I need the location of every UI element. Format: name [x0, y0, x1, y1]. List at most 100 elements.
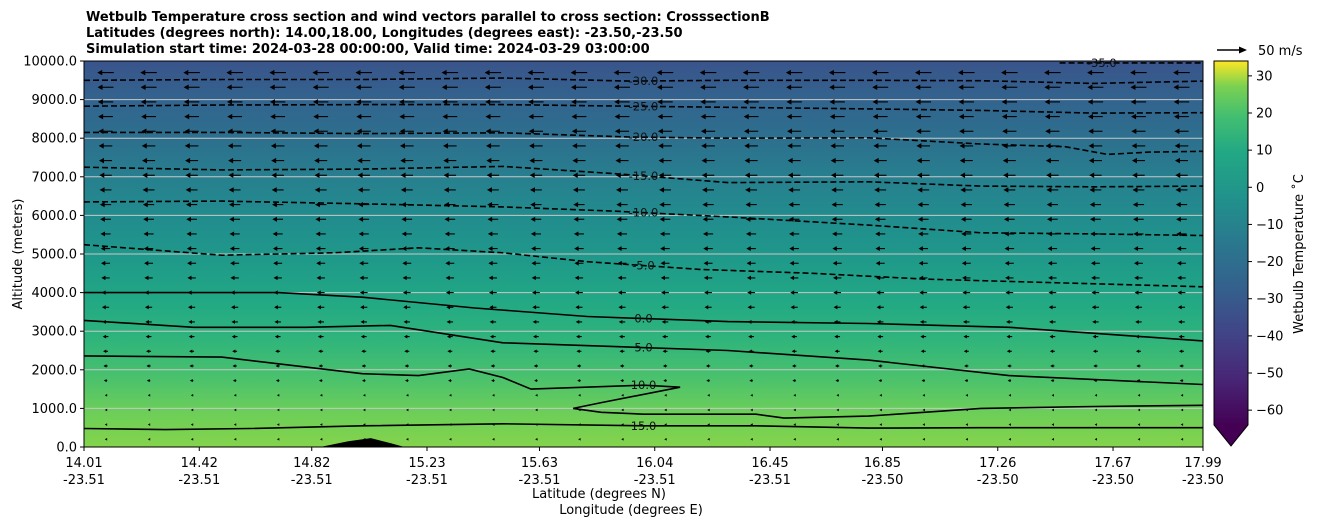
colorbar-tick-label: −50: [1256, 367, 1283, 382]
wind-vector-head: [448, 379, 451, 383]
wind-vector-head: [532, 319, 537, 324]
wind-vector-head: [793, 423, 796, 426]
wind-vector-head: [103, 379, 107, 383]
wind-vector-head: [1008, 423, 1011, 426]
wind-vector-head: [1092, 319, 1096, 324]
wind-vector-head: [877, 334, 881, 339]
wind-vector-head: [1177, 290, 1182, 295]
wind-vector-head: [872, 113, 878, 120]
wind-vector-head: [663, 379, 667, 383]
wind-vector-head: [97, 69, 103, 76]
wind-vector-head: [272, 201, 277, 208]
wind-vector-head: [832, 246, 837, 252]
wind-vector-head: [1008, 408, 1011, 412]
wind-vector-head: [401, 216, 407, 222]
wind-vector-head: [272, 231, 278, 237]
wind-vector-head: [360, 305, 364, 310]
wind-vector-head: [578, 408, 581, 412]
wind-vector-head: [1180, 393, 1184, 397]
wind-vector-head: [659, 216, 665, 222]
wind-vector-head: [361, 349, 365, 354]
wind-vector-head: [786, 84, 792, 90]
wind-vector-head: [528, 99, 534, 105]
wind-vector-head: [872, 84, 878, 90]
wind-vector-head: [702, 201, 708, 208]
chart-title-line-1: Wetbulb Temperature cross section and wi…: [86, 10, 770, 25]
wind-vector-head: [576, 349, 580, 354]
wind-vector-head: [97, 84, 103, 90]
x-tick-label-lon: -23.51: [634, 473, 676, 488]
wind-vector-head: [1174, 128, 1180, 135]
wind-vector-head: [1134, 290, 1139, 295]
wind-vector-head: [1131, 143, 1137, 149]
wind-vector-head: [875, 246, 880, 252]
wind-vector-head: [399, 128, 405, 135]
wind-vector-head: [916, 157, 922, 164]
wind-vector-head: [615, 157, 621, 164]
wind-vector-head: [359, 260, 364, 266]
quiver-key-label: 50 m/s: [1258, 44, 1303, 59]
wind-vector-head: [318, 379, 322, 383]
wind-vector-head: [273, 260, 278, 266]
wind-vector-head: [1007, 379, 1011, 383]
wind-vector-head: [401, 231, 407, 237]
wind-vector-head: [577, 379, 581, 383]
wind-vector-head: [785, 69, 791, 76]
wind-vector-head: [1176, 246, 1182, 252]
wind-vector-head: [791, 334, 795, 339]
colorbar-ticks: 30 20 10 0 −10 −20 −30 −40 −50 −60: [1248, 69, 1283, 419]
wind-vector-head: [1005, 290, 1010, 295]
wind-vector-head: [920, 349, 925, 354]
wind-vector-head: [183, 99, 189, 105]
wind-vector-head: [830, 143, 836, 149]
wind-vector-head: [1049, 349, 1054, 354]
wind-vector-head: [1094, 393, 1098, 397]
wind-vector-head: [1135, 349, 1140, 354]
wind-vector-head: [357, 157, 363, 164]
wind-vector-head: [789, 246, 794, 252]
wind-vector-head: [705, 334, 709, 339]
y-tick-label: 6000.0: [32, 209, 78, 224]
wind-vector-head: [400, 187, 406, 193]
wind-vector-head: [743, 84, 749, 90]
wind-vector-head: [143, 216, 148, 222]
wind-vector-head: [918, 260, 924, 266]
wind-vector-head: [485, 99, 491, 105]
wind-vector-head: [1051, 393, 1054, 397]
wind-vector-head: [102, 334, 107, 339]
wind-vector-head: [227, 113, 233, 120]
wind-vector-head: [444, 231, 450, 237]
wind-vector-head: [143, 231, 149, 237]
wind-vector-head: [1048, 290, 1053, 295]
contour-line: [84, 422, 1203, 431]
wind-vector-head: [789, 275, 795, 281]
wind-vector-head: [400, 172, 406, 179]
wind-vector-head: [142, 201, 148, 208]
wind-vector-head: [269, 69, 275, 76]
wind-vector-head: [833, 290, 838, 295]
wind-vector-head: [919, 290, 924, 295]
quiver-key: 50 m/s: [1217, 44, 1303, 59]
wind-vector-head: [965, 408, 968, 412]
wind-vector-head: [573, 231, 579, 237]
wind-vector-head: [963, 349, 968, 354]
wind-vector-head: [449, 423, 452, 426]
wind-vector-head: [487, 231, 493, 237]
wind-vector-head: [399, 143, 405, 149]
wind-vector-head: [832, 231, 837, 237]
wind-vector-head: [664, 408, 667, 412]
wind-vector-head: [488, 260, 493, 266]
wind-vector-head: [747, 290, 752, 295]
wind-vector-head: [230, 290, 235, 295]
x-tick-label-lat: 16.85: [864, 456, 901, 471]
wind-vector-head: [529, 157, 535, 164]
wind-vector-head: [276, 437, 280, 441]
wind-vector-head: [1177, 275, 1182, 281]
x-tick-label-lat: 17.26: [979, 456, 1016, 471]
wind-vector-head: [571, 99, 577, 105]
wind-vector-head: [701, 172, 707, 179]
wind-vector-head: [658, 157, 664, 164]
wind-vector-head: [363, 423, 366, 426]
wind-vector-head: [1088, 113, 1094, 120]
wind-vector-head: [442, 128, 448, 135]
